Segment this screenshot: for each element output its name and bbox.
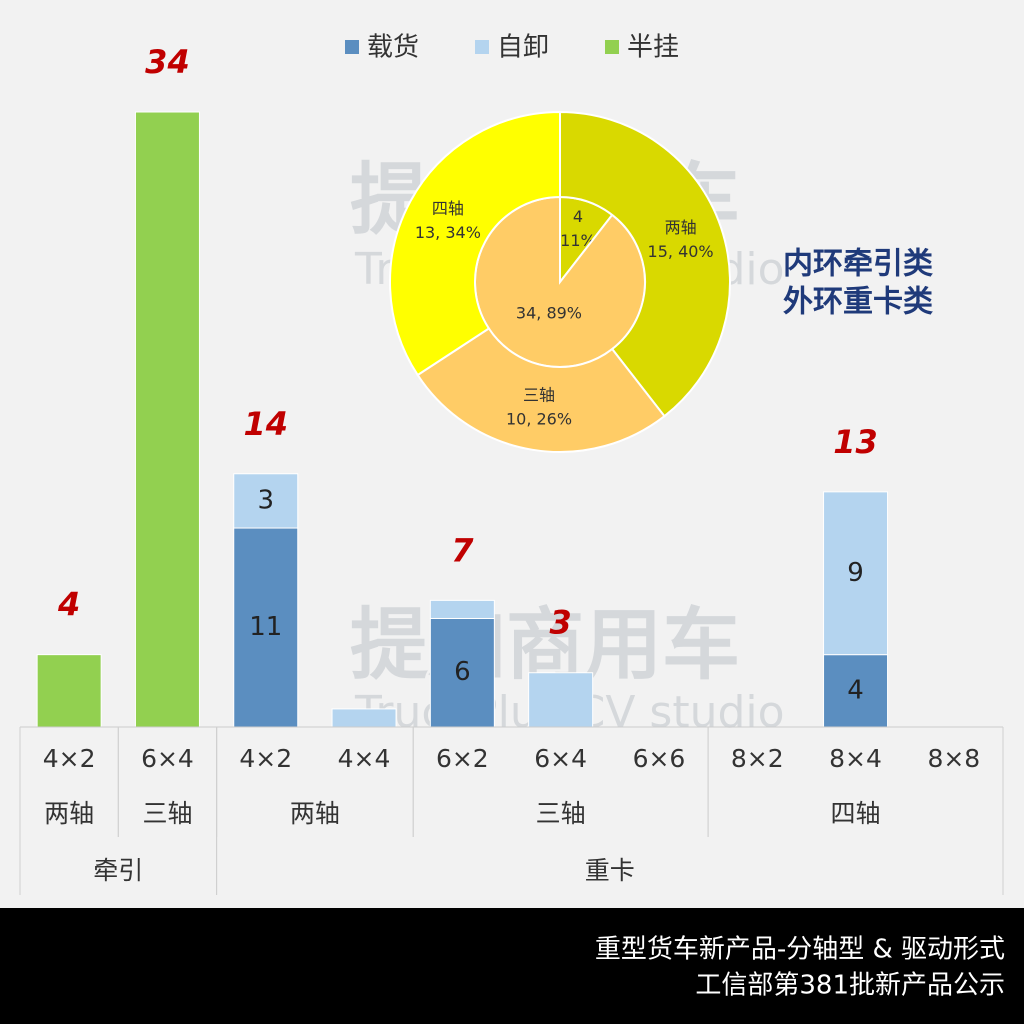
total-label: 34 xyxy=(145,43,190,81)
group-label: 两轴 xyxy=(290,799,340,828)
donut-label: 三轴 xyxy=(523,385,555,404)
annotation: 内环牵引类 xyxy=(783,247,933,282)
data-label: 3 xyxy=(257,485,274,515)
donut-label: 34, 89% xyxy=(516,304,582,323)
annotation: 外环重卡类 xyxy=(783,285,933,320)
donut-wedge xyxy=(389,110,561,377)
legend-swatch xyxy=(605,40,619,54)
group-label: 四轴 xyxy=(831,799,881,828)
data-label: 6 xyxy=(454,657,471,687)
x-tick-label: 6×6 xyxy=(633,744,686,773)
legend-swatch xyxy=(345,40,359,54)
group-label: 三轴 xyxy=(142,799,192,828)
legend-label: 载货 xyxy=(367,33,419,63)
donut-label: 四轴 xyxy=(432,199,464,218)
bar xyxy=(429,599,495,619)
footer-line: 重型货车新产品-分轴型 & 驱动形式 xyxy=(595,935,1005,965)
total-label: 3 xyxy=(550,604,572,642)
donut-wedge xyxy=(416,327,666,453)
data-label: 11 xyxy=(249,612,282,642)
x-tick-label: 4×4 xyxy=(338,744,391,773)
donut-wedge xyxy=(559,110,731,418)
legend-label: 自卸 xyxy=(497,33,549,63)
donut-label: 10, 26% xyxy=(506,409,572,428)
total-label: 14 xyxy=(243,405,288,443)
group-label: 牵引 xyxy=(93,856,143,885)
bar xyxy=(233,527,299,728)
x-tick-label: 4×2 xyxy=(239,744,292,773)
footer-band xyxy=(0,908,1024,1024)
x-tick-label: 6×2 xyxy=(436,744,489,773)
bar xyxy=(233,473,299,529)
x-tick-label: 4×2 xyxy=(43,744,96,773)
data-label: 9 xyxy=(847,558,864,588)
legend-swatch xyxy=(475,40,489,54)
bar xyxy=(823,491,889,656)
donut-label: 13, 34% xyxy=(415,223,481,242)
bar xyxy=(528,672,594,728)
x-tick-label: 8×4 xyxy=(829,744,882,773)
footer-line: 工信部第381批新产品公示 xyxy=(695,971,1005,1001)
bar xyxy=(823,654,889,728)
donut-label: 11% xyxy=(560,231,596,250)
x-tick-label: 8×8 xyxy=(927,744,980,773)
donut-label: 4 xyxy=(573,207,583,226)
group-label: 两轴 xyxy=(44,799,94,828)
total-label: 7 xyxy=(451,531,474,569)
group-label: 重卡 xyxy=(585,856,635,885)
bar xyxy=(36,654,102,728)
x-tick-label: 6×4 xyxy=(141,744,194,773)
x-tick-label: 6×4 xyxy=(534,744,587,773)
donut-label: 15, 40% xyxy=(648,242,714,261)
group-label: 三轴 xyxy=(536,799,586,828)
bar xyxy=(134,111,200,728)
bar xyxy=(429,617,495,728)
bar xyxy=(331,708,397,728)
total-label: 13 xyxy=(833,423,878,461)
x-tick-label: 8×2 xyxy=(731,744,784,773)
total-label: 4 xyxy=(57,586,80,624)
donut-label: 两轴 xyxy=(665,218,697,237)
legend-label: 半挂 xyxy=(627,33,679,63)
data-label: 4 xyxy=(847,675,864,705)
